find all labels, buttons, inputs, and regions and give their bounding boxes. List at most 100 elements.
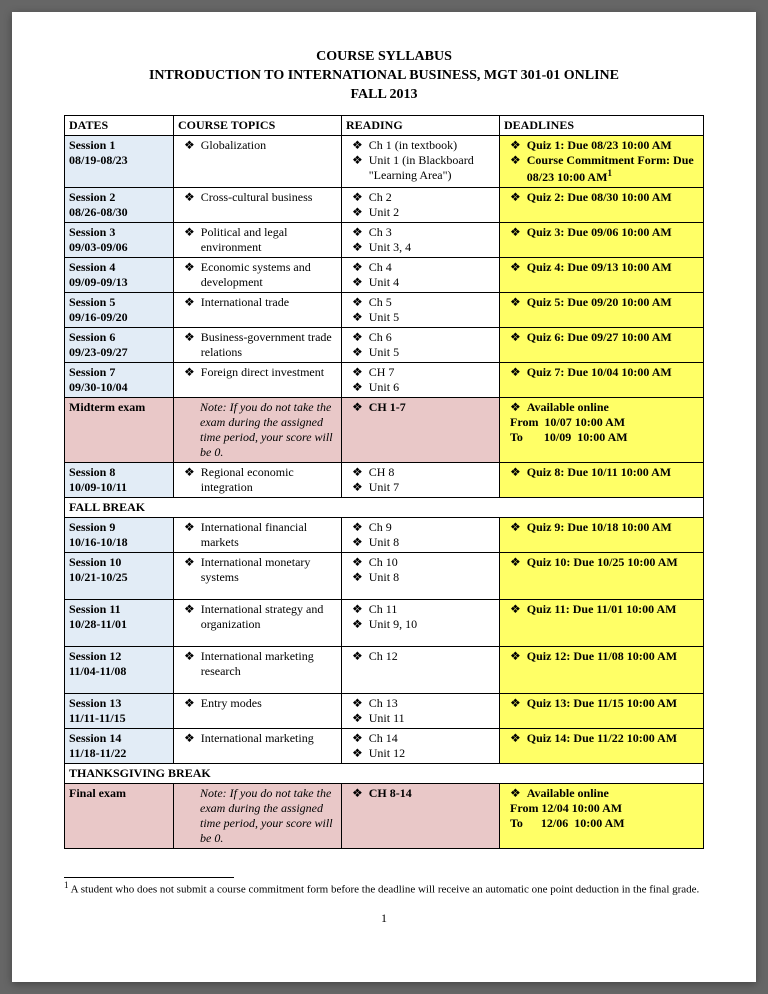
header-topics: COURSE TOPICS (174, 115, 342, 135)
bullet-text: Quiz 8: Due 10/11 10:00 AM (527, 465, 671, 480)
dates-cell: Session 1110/28-11/01 (65, 599, 174, 646)
bullet-text: Ch 9 (369, 520, 392, 535)
bullet-line: ❖International financial markets (184, 520, 337, 550)
bullet-text: Unit 5 (369, 345, 399, 360)
dates-cell: Session 609/23-09/27 (65, 327, 174, 362)
deadlines-cell: ❖Quiz 10: Due 10/25 10:00 AM (500, 552, 704, 599)
deadlines-cell: ❖Quiz 9: Due 10/18 10:00 AM (500, 517, 704, 552)
bullet-line: ❖ Quiz 5: Due 09/20 10:00 AM (510, 295, 699, 310)
session-name: Session 12 (69, 649, 169, 664)
deadlines-cell: ❖Quiz 2: Due 08/30 10:00 AM (500, 187, 704, 222)
session-dates: 11/11-11/15 (69, 711, 169, 726)
bullet-line: ❖International monetary systems (184, 555, 337, 585)
bullet-line: ❖Economic systems and development (184, 260, 337, 290)
bullet-line: ❖Unit 8 (352, 535, 495, 550)
header-deadlines: DEADLINES (500, 115, 704, 135)
bullet-line: ❖Course Commitment Form: Due 08/23 10:00… (510, 153, 699, 185)
bullet-line: ❖Unit 4 (352, 275, 495, 290)
bullet-text: Ch 1 (in textbook) (369, 138, 457, 153)
table-row: Session 509/16-09/20❖International trade… (65, 292, 704, 327)
bullet-icon: ❖ (352, 400, 363, 415)
table-row: Session 1211/04-11/08❖International mark… (65, 646, 704, 693)
topics-cell: ❖Regional economic integration (174, 462, 342, 497)
table-row: Final examNote: If you do not take the e… (65, 783, 704, 848)
bullet-line: ❖Ch 10 (352, 555, 495, 570)
dates-cell: Session 1411/18-11/22 (65, 728, 174, 763)
bullet-icon: ❖ (352, 520, 363, 535)
dates-cell: Session 910/16-10/18 (65, 517, 174, 552)
bullet-icon: ❖ (352, 786, 363, 801)
deadlines-cell: ❖Quiz 3: Due 09/06 10:00 AM (500, 222, 704, 257)
session-name: Session 2 (69, 190, 169, 205)
reading-cell: ❖CH 8❖Unit 7 (342, 462, 500, 497)
table-row: Session 1411/18-11/22 ❖International mark… (65, 728, 704, 763)
bullet-line: ❖Ch 6 (352, 330, 495, 345)
bullet-line: ❖Unit 12 (352, 746, 495, 761)
bullet-text: Business-government trade relations (201, 330, 337, 360)
table-row: Session 309/03-09/06❖Political and legal… (65, 222, 704, 257)
bullet-line: ❖ Ch 1 (in textbook) (352, 138, 495, 153)
reading-cell: ❖Ch 12 (342, 646, 500, 693)
session-name: Session 8 (69, 465, 169, 480)
bullet-icon: ❖ (352, 138, 363, 153)
bullet-line: ❖Ch 12 (352, 649, 495, 664)
bullet-text: Ch 4 (369, 260, 392, 275)
reading-cell: ❖Ch 6❖Unit 5 (342, 327, 500, 362)
bullet-line: ❖Ch 13 (352, 696, 495, 711)
bullet-line: ❖Ch 14 (352, 731, 495, 746)
deadlines-cell: ❖Quiz 6: Due 09/27 10:00 AM (500, 327, 704, 362)
bullet-icon: ❖ (510, 731, 521, 746)
bullet-text: Ch 12 (369, 649, 398, 664)
table-row: Session 709/30-10/04❖Foreign direct inve… (65, 362, 704, 397)
session-dates: 09/23-09/27 (69, 345, 169, 360)
bullet-line: ❖Available online (510, 786, 699, 801)
bullet-icon: ❖ (352, 225, 363, 240)
table-row: Session 1110/28-11/01❖International stra… (65, 599, 704, 646)
table-row: Session 1010/21-10/25❖International mone… (65, 552, 704, 599)
table-row: Session 1311/11-11/15❖Entry modes❖Ch 13❖… (65, 693, 704, 728)
bullet-icon: ❖ (352, 480, 363, 495)
bullet-line: ❖Quiz 13: Due 11/15 10:00 AM (510, 696, 699, 711)
bullet-icon: ❖ (352, 555, 363, 570)
bullet-icon: ❖ (352, 746, 363, 761)
deadlines-cell: ❖Quiz 8: Due 10/11 10:00 AM (500, 462, 704, 497)
bullet-text: Economic systems and development (201, 260, 337, 290)
topics-cell: ❖International monetary systems (174, 552, 342, 599)
session-dates: 08/26-08/30 (69, 205, 169, 220)
bullet-icon: ❖ (510, 295, 521, 310)
bullet-icon: ❖ (352, 711, 363, 726)
deadlines-cell: ❖Quiz 7: Due 10/04 10:00 AM (500, 362, 704, 397)
bullet-text: Quiz 11: Due 11/01 10:00 AM (527, 602, 677, 617)
table-row: Session 409/09-09/13❖Economic systems an… (65, 257, 704, 292)
bullet-text: Quiz 5: Due 09/20 10:00 AM (527, 295, 672, 310)
dates-cell: Midterm exam (65, 397, 174, 462)
bullet-icon: ❖ (510, 400, 521, 415)
bullet-text: CH 1-7 (369, 400, 406, 415)
dates-cell: Session 1311/11-11/15 (65, 693, 174, 728)
dates-cell: Session 108/19-08/23 (65, 135, 174, 187)
topics-cell: ❖International financial markets (174, 517, 342, 552)
bullet-icon: ❖ (184, 138, 195, 153)
exam-note: Note: If you do not take the exam during… (200, 786, 337, 846)
bullet-icon: ❖ (184, 731, 195, 746)
bullet-icon: ❖ (184, 555, 195, 570)
bullet-text: Foreign direct investment (201, 365, 324, 380)
bullet-text: Ch 13 (369, 696, 398, 711)
reading-cell: ❖CH 7❖Unit 6 (342, 362, 500, 397)
session-name: Session 5 (69, 295, 169, 310)
table-row: Midterm examNote: If you do not take the… (65, 397, 704, 462)
bullet-line: ❖Unit 7 (352, 480, 495, 495)
bullet-line: ❖Quiz 9: Due 10/18 10:00 AM (510, 520, 699, 535)
bullet-icon: ❖ (352, 602, 363, 617)
topics-cell: Note: If you do not take the exam during… (174, 397, 342, 462)
bullet-text: Unit 8 (369, 570, 399, 585)
bullet-text: Unit 6 (369, 380, 399, 395)
bullet-icon: ❖ (510, 520, 521, 535)
bullet-line: ❖International marketing (184, 731, 337, 746)
deadlines-cell: ❖Available onlineFrom 10/07 10:00 AMTo 1… (500, 397, 704, 462)
topics-cell: ❖International marketing research (174, 646, 342, 693)
table-row: Session 810/09-10/11❖Regional economic i… (65, 462, 704, 497)
bullet-icon: ❖ (510, 225, 521, 240)
deadlines-cell: ❖Available onlineFrom 12/04 10:00 AMTo 1… (500, 783, 704, 848)
page-title: COURSE SYLLABUS INTRODUCTION TO INTERNAT… (64, 48, 704, 105)
